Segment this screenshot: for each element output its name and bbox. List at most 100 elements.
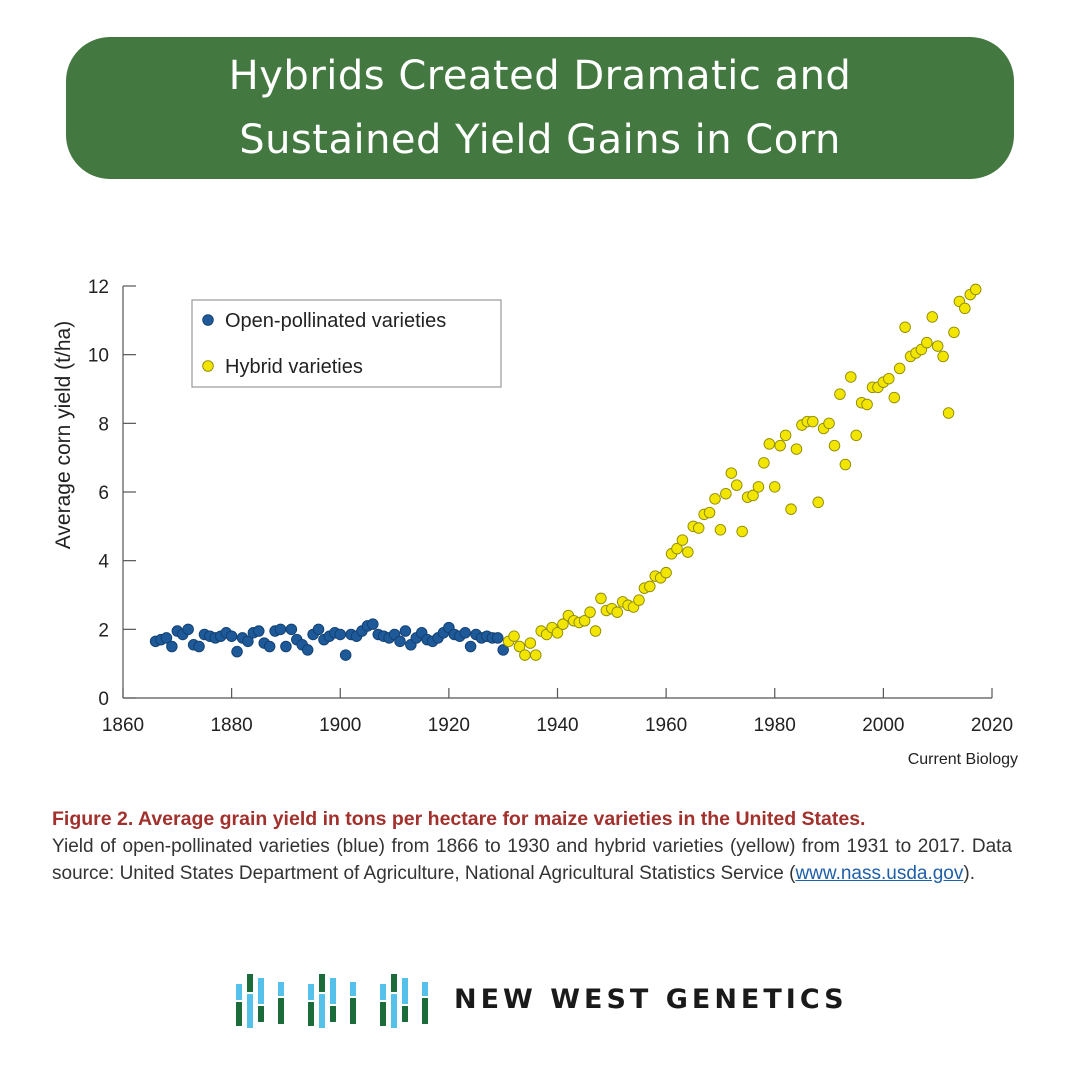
chart-axes: 0 2 4 6 8 10 12 1860 1880 1900 1920 1940 1960 1980 200… <box>88 277 1013 736</box>
open-pollinated-point <box>312 623 325 636</box>
logo-bar <box>330 978 336 1004</box>
hybrid-point <box>633 594 645 606</box>
open-pollinated-point <box>399 625 412 637</box>
logo-bar <box>258 978 264 1004</box>
caption-body: Yield of open-pollinated varieties (blue… <box>52 836 1012 884</box>
open-pollinated-point <box>459 627 471 639</box>
hybrid-point <box>883 372 895 385</box>
title-banner: Hybrids Created Dramatic and Sustained Y… <box>66 37 1014 179</box>
logo-bar <box>380 984 386 1000</box>
open-pollinated-point <box>225 630 238 642</box>
hybrid-point <box>893 362 906 375</box>
open-pollinated-point <box>166 640 178 653</box>
y-tick-label: 0 <box>98 689 109 710</box>
y-tick-label: 6 <box>98 483 109 504</box>
hybrid-point <box>942 407 955 419</box>
logo-bar <box>247 994 253 1028</box>
chart-source-label: Current Biology <box>908 751 1018 768</box>
logo-bar <box>308 984 314 1000</box>
hybrid-point <box>703 506 716 519</box>
logo-bar <box>247 974 253 992</box>
x-tick-label: 1940 <box>536 715 578 736</box>
hybrid-point <box>807 415 819 428</box>
logo-bar <box>422 998 428 1024</box>
hybrid-point <box>660 566 672 579</box>
hybrid-point <box>850 429 862 442</box>
open-pollinated-point <box>182 623 194 636</box>
logo-bar <box>278 982 284 996</box>
logo-bar <box>391 974 397 992</box>
hybrid-point <box>725 467 738 479</box>
open-pollinated-point <box>301 644 314 656</box>
y-tick-label: 10 <box>88 346 109 367</box>
hybrid-point <box>513 640 526 653</box>
open-pollinated-point <box>464 640 477 653</box>
caption-source-link[interactable]: www.nass.usda.gov <box>795 863 964 884</box>
hybrid-point <box>769 481 781 493</box>
hybrid-point <box>557 618 569 630</box>
x-tick-label: 1920 <box>428 715 470 736</box>
open-pollinated-point <box>231 645 243 658</box>
caption-title: Figure 2. Average grain yield in tons pe… <box>52 808 866 830</box>
open-pollinated-point <box>280 640 292 653</box>
open-pollinated-point <box>334 628 347 641</box>
y-axis-label: Average corn yield (t/ha) <box>52 321 75 549</box>
logo-bar <box>278 998 284 1024</box>
logo-bar <box>350 998 356 1024</box>
page-title: Hybrids Created Dramatic and Sustained Y… <box>228 53 852 163</box>
hybrid-point <box>845 371 857 383</box>
legend-box <box>191 299 502 388</box>
hybrid-point <box>508 630 520 642</box>
logo-bar <box>402 978 408 1004</box>
hybrid-point <box>774 439 786 452</box>
logo-bar <box>422 982 428 996</box>
x-tick-label: 2020 <box>971 715 1013 736</box>
hybrid-point <box>931 340 944 352</box>
logo-bar <box>236 984 242 1000</box>
hybrid-point <box>785 503 797 515</box>
open-pollinated-point <box>394 635 406 648</box>
open-pollinated-point <box>263 640 276 653</box>
hybrid-point <box>611 606 623 618</box>
hybrid-point <box>926 311 939 323</box>
hybrid-point <box>671 542 683 555</box>
hybrid-point <box>921 336 933 349</box>
hybrid-point <box>823 417 835 430</box>
caption-tail: ). <box>963 863 975 884</box>
logo-bar <box>350 982 356 996</box>
open-pollinated-point <box>160 632 173 644</box>
hybrid-point <box>839 458 852 471</box>
legend-marker <box>202 360 214 372</box>
hybrid-point <box>747 489 759 502</box>
hybrid-point <box>519 649 531 661</box>
legend-label: Hybrid varieties <box>225 356 363 378</box>
open-pollinated-point <box>242 635 254 648</box>
open-pollinated-point <box>339 649 352 661</box>
hybrid-point <box>937 350 949 363</box>
logo-bar <box>330 1006 336 1022</box>
x-tick-label: 1860 <box>102 715 144 736</box>
chart-points <box>149 283 982 661</box>
hybrid-point <box>551 627 564 639</box>
x-tick-label: 1900 <box>319 715 361 736</box>
hybrid-point <box>676 534 689 546</box>
hybrid-point <box>959 302 971 315</box>
logo-bar <box>319 994 325 1028</box>
hybrid-point <box>888 391 900 404</box>
logo-bar <box>258 1006 264 1022</box>
hybrid-point <box>758 457 770 469</box>
logo-bar <box>236 1002 242 1026</box>
x-tick-label: 1980 <box>754 715 796 736</box>
hybrid-point <box>790 443 803 455</box>
open-pollinated-point <box>274 623 287 636</box>
dna-bars-logo-icon <box>236 974 428 1028</box>
hybrid-point <box>948 326 960 339</box>
hybrid-point <box>714 524 727 536</box>
x-tick-label: 1880 <box>210 715 252 736</box>
hybrid-point <box>524 637 537 649</box>
hybrid-point <box>899 321 911 333</box>
open-pollinated-point <box>253 625 265 637</box>
hybrid-point <box>644 580 656 593</box>
y-tick-label: 2 <box>98 620 109 641</box>
logo-bar <box>380 1002 386 1026</box>
